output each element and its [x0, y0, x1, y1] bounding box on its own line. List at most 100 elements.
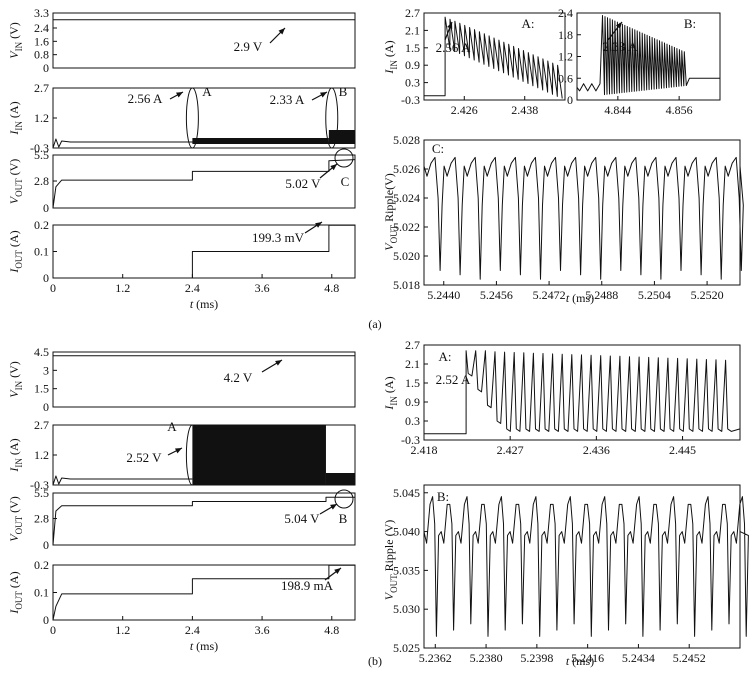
x-axis-label-a7: t (ms): [566, 291, 594, 305]
y-axis-label-a3: VOUT (V): [7, 159, 24, 205]
x-tick-label-b6: 5.2398: [520, 651, 553, 665]
annotation-arrow-a3-head: [330, 164, 337, 171]
annotation-a6: 2.33 A: [603, 39, 638, 54]
y-tick-label-a5: 2.1: [405, 23, 420, 37]
series-line-b2: [52, 475, 193, 486]
annotation-arrow-a2-b-head: [320, 92, 327, 98]
y-axis-label-b4: IOUT (A): [7, 571, 24, 614]
annotation-b4: 198.9 mA: [281, 578, 334, 593]
annotation-b3: 5.04 V: [284, 511, 320, 526]
y-tick-label-b5: 2.1: [405, 357, 420, 371]
annotation-arrow-a6-head: [615, 22, 622, 29]
annotation-arrow-b1-head: [275, 360, 282, 366]
y-axis-label-b5: IIN (A): [382, 376, 399, 410]
x-tick-label-a7: 5.2520: [691, 288, 724, 302]
highlight-circle-b3: [334, 489, 354, 509]
switching-band-b2: [192, 425, 326, 485]
annotation-tag-a2-a: A: [202, 84, 212, 99]
x-tick-label-a5: 2.438: [511, 103, 538, 117]
annotation-a5: 2.56 A: [436, 40, 471, 55]
y-tick-label-b5: -0.3: [401, 433, 420, 447]
annotation-arrow-a4-head: [315, 222, 322, 228]
series-line-a7: [423, 156, 744, 280]
series-line-b3: [52, 496, 355, 546]
y-axis-label-b1: VIN (V): [7, 361, 24, 398]
y-tick-label-a2: -0.3: [30, 141, 49, 155]
y-tick-label-a2: 1.2: [34, 111, 49, 125]
x-tick-label-a7: 5.2504: [638, 288, 671, 302]
y-tick-label-b1: 4.5: [34, 345, 49, 359]
panel-title-b6: B:: [437, 489, 449, 504]
x-tick-label-b6: 5.2362: [419, 651, 452, 665]
y-tick-label-a5: 0.3: [405, 76, 420, 90]
y-tick-label-b5: 1.5: [405, 376, 420, 390]
plot-frame-b5: [423, 344, 741, 441]
x-axis-label-a4: t (ms): [190, 297, 218, 311]
y-tick-label-a1: 0: [43, 61, 49, 75]
x-tick-label-b5: 2.436: [583, 443, 610, 457]
y-tick-label-b6: 5.040: [393, 525, 420, 539]
annotation-b2: 2.52 V: [126, 450, 162, 465]
y-tick-label-a6: 2.4: [558, 6, 573, 20]
y-axis-label-b6: VOUT Ripple (V): [382, 520, 399, 601]
x-tick-label-b5: 2.418: [411, 443, 438, 457]
y-tick-label-b2: -0.3: [30, 478, 49, 492]
y-tick-label-a1: 2.4: [34, 21, 49, 35]
x-tick-label-b6: 5.2434: [622, 651, 655, 665]
annotation-a2-a: 2.56 A: [128, 91, 163, 106]
annotation-arrow-b2-head: [175, 448, 182, 454]
x-tick-label-a7: 5.2456: [480, 288, 513, 302]
panel-title-b5: A:: [439, 349, 452, 364]
y-tick-label-a7: 5.026: [393, 162, 420, 176]
annotation-a4: 199.3 mV: [252, 230, 305, 245]
y-tick-label-a6: 1.8: [558, 28, 573, 42]
y-tick-label-b4: 0: [43, 613, 49, 627]
y-tick-label-a6: 0.6: [558, 71, 573, 85]
y-tick-label-a3: 0: [43, 201, 49, 215]
y-tick-label-b5: 0.3: [405, 414, 420, 428]
y-tick-label-a3: 5.5: [34, 148, 49, 162]
y-axis-label-b3: VOUT (V): [7, 496, 24, 542]
annotation-tag-b3: B: [339, 511, 348, 526]
x-tick-label-a6: 4.844: [604, 103, 631, 117]
annotation-tag-b2: A: [167, 419, 177, 434]
panel-caption-b: (b): [368, 654, 382, 668]
x-tick-label-b4: 1.2: [115, 623, 130, 637]
plot-frame-b1: [52, 351, 356, 408]
y-tick-label-a6: 1.2: [558, 50, 573, 64]
y-tick-label-a5: -0.3: [401, 93, 420, 107]
series-line-b6: [423, 496, 749, 637]
panel-title-a7: C:: [432, 141, 444, 156]
annotation-tag-a3: C: [341, 174, 350, 189]
series-line-b4: [52, 564, 355, 621]
annotation-arrow-b3-head: [330, 504, 337, 510]
panel-title-a5: A:: [522, 16, 535, 31]
x-tick-label-b5: 2.427: [497, 443, 524, 457]
y-tick-label-a4: 0.2: [34, 218, 49, 232]
y-tick-label-a4: 0.1: [34, 245, 49, 259]
x-axis-label-b4: t (ms): [190, 639, 218, 653]
plot-frame-a5: [423, 12, 566, 101]
x-tick-label-a4: 3.6: [255, 281, 270, 295]
annotation-a1: 2.9 V: [234, 39, 263, 54]
y-tick-label-b1: 1.5: [34, 382, 49, 396]
y-axis-label-b2: IIN (A): [7, 438, 24, 472]
x-tick-label-a7: 5.2488: [585, 288, 618, 302]
x-tick-label-a4: 2.4: [185, 281, 200, 295]
y-tick-label-b1: 3: [43, 363, 49, 377]
x-tick-label-a4: 1.2: [115, 281, 130, 295]
x-tick-label-b6: 5.2452: [673, 651, 706, 665]
x-tick-label-a5: 2.426: [451, 103, 478, 117]
x-tick-label-b6: 5.2416: [571, 651, 604, 665]
annotation-b1: 4.2 V: [224, 370, 253, 385]
y-tick-label-b2: 2.7: [34, 418, 49, 432]
y-tick-label-b1: 0: [43, 400, 49, 414]
annotation-arrow-a1-head: [278, 28, 285, 35]
y-tick-label-a1: 0.8: [34, 48, 49, 62]
annotation-a3: 5.02 V: [285, 176, 321, 191]
y-axis-label-a4: IOUT (A): [7, 230, 24, 273]
annotation-tag-a2-b: B: [339, 84, 348, 99]
x-tick-label-b4: 2.4: [185, 623, 200, 637]
y-tick-label-a7: 5.018: [393, 278, 420, 292]
